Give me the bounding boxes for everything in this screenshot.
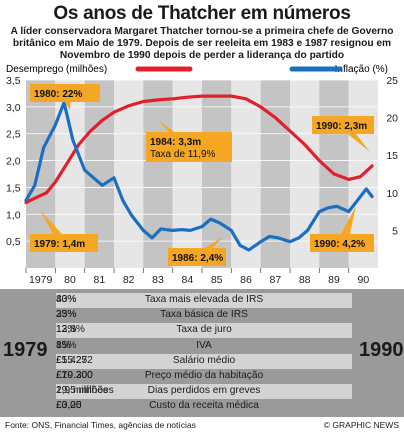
left-tick-label: 3,0 <box>6 102 21 114</box>
x-tick-label: 1979 <box>29 274 53 286</box>
value-1990: 25% <box>56 309 77 321</box>
value-1979: £5.427 <box>56 354 88 366</box>
callout-box <box>30 84 100 102</box>
left-tick-label: 0,5 <box>6 236 21 248</box>
value-1990: £3.05 <box>56 400 82 412</box>
value-1979: 33% <box>56 309 77 321</box>
stat-row: 12% Taxa de juro 13,8% <box>56 323 352 339</box>
year-band <box>114 80 144 268</box>
inflation-line <box>24 101 374 252</box>
x-tick-label: 88 <box>299 274 311 286</box>
right-tick-label: 15 <box>386 150 398 162</box>
stat-row: £0,20 Custo da receita médica £3.05 <box>56 399 352 414</box>
value-1979: 12% <box>56 324 77 336</box>
year-1979-label: 1979 <box>3 339 48 361</box>
x-axis-ticks: 1979 80 81 82 83 84 85 86 87 88 89 90 <box>25 268 369 286</box>
year-band <box>202 80 232 268</box>
stat-row: £19.300 Preço médio da habitação £70.200 <box>56 369 352 384</box>
stat-row: 33% Taxa básica de IRS 25% <box>56 308 352 323</box>
callout-text: 1979: 1,4m <box>34 239 85 250</box>
callout-pointer <box>336 206 356 243</box>
year-band <box>172 80 202 268</box>
left-tick-label: 3,5 <box>6 75 21 87</box>
left-tick-label: 2,0 <box>6 156 21 168</box>
callout-c4: 1979: 1,4m <box>30 210 98 252</box>
callout-box <box>146 132 232 162</box>
callout-text: Taxa de 11,9% <box>150 149 216 160</box>
value-1979: 83% <box>56 294 77 305</box>
x-tick-label: 84 <box>181 274 193 286</box>
stat-row: 8% IVA 15% <box>56 339 352 354</box>
credit-text: © GRAPHIC NEWS <box>323 420 399 430</box>
value-1990: 40% <box>56 294 77 305</box>
value-1990: £15.252 <box>56 354 93 366</box>
right-axis-label: Inflação (%) <box>335 64 388 75</box>
callout-text: 1980: 22% <box>34 89 82 100</box>
x-tick-label: 80 <box>64 274 76 286</box>
series <box>24 94 374 252</box>
callout-text: 1990: 2,3m <box>316 121 367 132</box>
x-tick-label: 83 <box>152 274 164 286</box>
stat-label: Salário médio <box>172 354 236 366</box>
right-tick-label: 25 <box>386 75 398 87</box>
stat-label: Taxa mais elevada de IRS <box>144 294 264 305</box>
value-1979: £0,20 <box>56 400 82 412</box>
stat-label: IVA <box>196 339 212 351</box>
x-tick-label: 90 <box>357 274 369 286</box>
callout-box <box>30 234 98 252</box>
left-axis-ticks: 3,5 3,0 2,5 2,0 1,5 1,0 0,5 <box>6 75 21 248</box>
stat-row: 29,5 milhões Dias perdidos em greves 1,9 m… <box>56 384 352 400</box>
right-tick-label: 10 <box>386 188 398 200</box>
stat-label: Taxa básica de IRS <box>160 309 248 321</box>
unemployment-line <box>24 94 374 205</box>
value-1990: 15% <box>56 339 77 351</box>
value-1979: 8% <box>56 339 71 351</box>
left-tick-label: 1,0 <box>6 209 21 221</box>
value-1990: 13,8% <box>56 324 85 336</box>
x-tick-label: 86 <box>240 274 252 286</box>
callout-c3: 1990: 2,3m <box>312 116 374 152</box>
stat-label: Dias perdidos em greves <box>147 385 261 397</box>
callout-c6: 1990: 4,2% <box>310 206 374 252</box>
left-axis-label: Desemprego (milhões) <box>6 64 107 75</box>
callout-text: 1986: 2,4% <box>172 253 223 264</box>
left-tick-label: 2,5 <box>6 129 21 141</box>
stat-label: Preço médio da habitação <box>144 370 264 381</box>
right-tick-label: 5 <box>392 225 398 237</box>
right-axis-ticks: 25 20 15 10 5 <box>386 75 398 237</box>
value-1990: 1,9 milhões <box>56 385 109 397</box>
right-tick-label: 20 <box>386 113 398 125</box>
x-tick-label: 81 <box>93 274 105 286</box>
value-1990: £70.200 <box>56 370 93 381</box>
x-tick-label: 85 <box>211 274 223 286</box>
callout-box <box>310 234 374 252</box>
x-tick-label: 87 <box>269 274 281 286</box>
year-bands <box>26 80 378 268</box>
source-text: Fonte: ONS, Financial Times, agências de… <box>5 420 196 430</box>
callout-c5: 1986: 2,4% <box>168 236 226 266</box>
stat-row: £5.427 Salário médio £15.252 <box>56 353 352 369</box>
x-tick-label: 82 <box>123 274 135 286</box>
year-band <box>143 80 173 268</box>
callout-text: 1990: 4,2% <box>314 239 365 250</box>
value-1979: £19.300 <box>56 370 93 381</box>
callout-text: 1984: 3,3m <box>150 137 201 148</box>
year-1990-label: 1990 <box>359 339 404 361</box>
stats-table: 1979 1990 83% Taxa mais elevada de IRS 40%… <box>0 289 404 417</box>
callout-box <box>312 116 374 134</box>
value-1979: 29,5 milhões <box>56 385 114 397</box>
x-tick-label: 89 <box>328 274 340 286</box>
line-chart: Desemprego (milhões) Inflação (%) 3,5 3,0… <box>6 64 398 286</box>
left-tick-label: 1,5 <box>6 182 21 194</box>
stat-label: Taxa de juro <box>176 324 232 336</box>
intro-text: A líder conservadora Margaret Thatcher t… <box>10 26 394 62</box>
stat-label: Custo da receita médica <box>149 400 259 412</box>
callout-c1: 1980: 22% <box>30 84 100 110</box>
callout-box <box>168 248 226 266</box>
stat-row: 83% Taxa mais elevada de IRS 40% <box>56 293 352 308</box>
chart-title: Os anos de Thatcher em números <box>53 3 351 24</box>
